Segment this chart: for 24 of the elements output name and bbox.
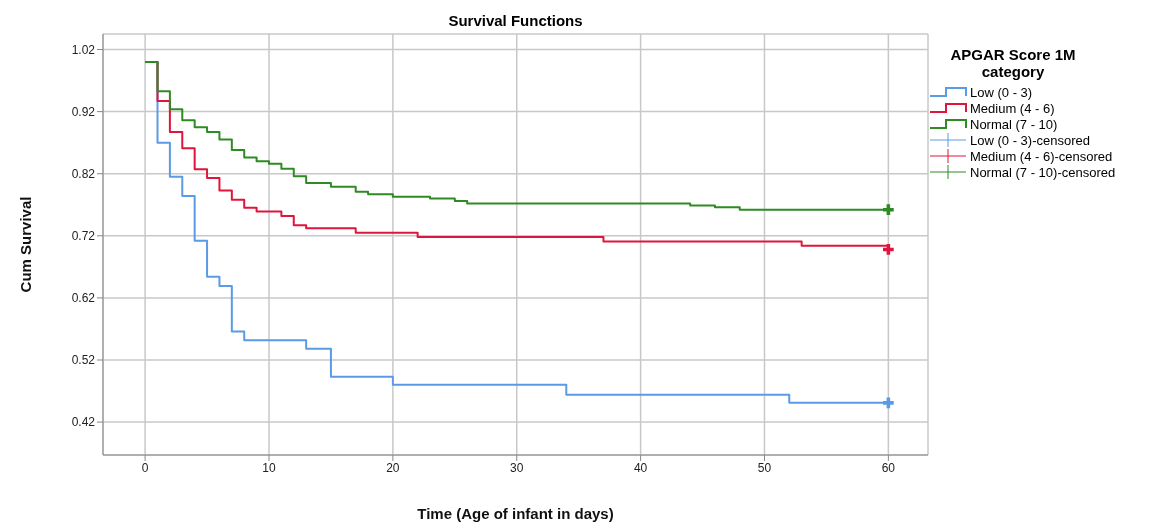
x-axis-title: Time (Age of infant in days) <box>417 505 614 522</box>
x-tick-label: 60 <box>881 460 896 475</box>
y-tick-label: 0.42 <box>71 415 96 430</box>
legend-label: Medium (4 - 6)-censored <box>970 148 1113 164</box>
x-tick-label: 50 <box>757 460 772 475</box>
x-tick-label: 40 <box>633 460 648 475</box>
y-tick-label: 0.62 <box>71 291 96 306</box>
chart-title: Survival Functions <box>447 12 584 29</box>
x-tick-label: 20 <box>386 460 400 475</box>
y-tick-label: 0.72 <box>71 229 96 244</box>
y-tick-label: 0.52 <box>71 353 96 368</box>
legend-label: Low (0 - 3)-censored <box>970 132 1090 148</box>
legend-label: Normal (7 - 10) <box>970 116 1058 132</box>
legend-label: Medium (4 - 6) <box>970 100 1055 116</box>
x-tick-label: 0 <box>141 460 149 475</box>
x-tick-label: 30 <box>510 460 524 475</box>
legend-label: Normal (7 - 10)-censored <box>970 164 1116 180</box>
x-tick-label: 10 <box>262 460 276 475</box>
y-axis-title: Cum Survival <box>17 196 35 293</box>
y-tick-label: 1.02 <box>71 42 96 57</box>
y-tick-label: 0.82 <box>71 166 96 181</box>
y-tick-label: 0.92 <box>71 104 96 119</box>
legend-title: APGAR Score 1M category <box>949 46 1077 80</box>
legend-label: Low (0 - 3) <box>970 84 1033 100</box>
